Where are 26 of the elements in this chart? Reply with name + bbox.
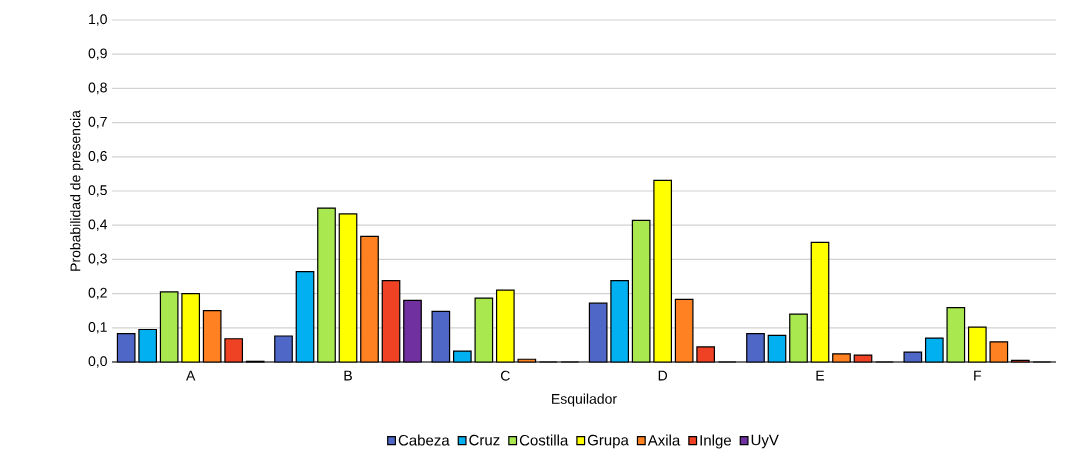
x-tick-label: D	[658, 370, 668, 381]
legend-label: Cabeza	[398, 434, 450, 446]
y-tick-label: 0,9	[88, 48, 107, 60]
legend-label: Cruz	[469, 434, 500, 446]
x-tick-label: A	[186, 370, 196, 381]
legend-label: Inlge	[700, 434, 731, 449]
y-tick-label: 0,3	[88, 253, 107, 266]
y-tick-label: 0,6	[88, 151, 107, 163]
y-tick-label: 0,2	[88, 287, 107, 300]
y-tick-label: 0,0	[88, 356, 107, 368]
y-tick-label: 0,7	[88, 116, 107, 129]
y-tick-label: 0,4	[88, 219, 108, 231]
x-axis-title: Esquilador	[552, 393, 617, 407]
x-tick-label: C	[500, 370, 510, 381]
legend-label: Costilla	[519, 434, 569, 446]
y-tick-label: 0,5	[88, 185, 107, 197]
y-axis-title: Probabilidad de presencia	[70, 110, 84, 271]
legend-label: Axila	[647, 434, 681, 446]
x-tick-label: F	[974, 370, 982, 381]
y-tick-label: 0,1	[88, 321, 107, 334]
legend-label: Grupa	[587, 434, 629, 449]
y-tick-label: 1,0	[89, 14, 107, 26]
legend-label: UyV	[751, 434, 779, 449]
x-tick-label: B	[344, 370, 352, 381]
x-tick-label: E	[816, 370, 825, 381]
y-tick-label: 0,8	[88, 82, 107, 95]
